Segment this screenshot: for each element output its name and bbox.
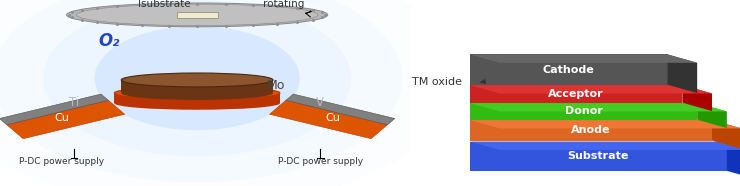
Polygon shape [0,94,108,125]
Text: rotating: rotating [263,0,304,9]
Ellipse shape [0,0,403,182]
Text: lsubstrate: lsubstrate [138,0,191,9]
Text: Cathode: Cathode [543,65,595,75]
Polygon shape [7,100,125,139]
Ellipse shape [76,4,318,26]
Ellipse shape [115,97,280,110]
Polygon shape [286,94,395,125]
Polygon shape [470,120,740,128]
Polygon shape [269,100,388,139]
Text: Substrate: Substrate [568,151,629,161]
Polygon shape [121,80,273,93]
Polygon shape [470,54,667,85]
Ellipse shape [43,0,352,156]
Text: Anode: Anode [571,125,610,135]
Polygon shape [727,142,740,179]
Text: Cu: Cu [54,113,69,123]
Polygon shape [470,142,740,150]
Ellipse shape [95,26,300,130]
Polygon shape [470,142,727,171]
Ellipse shape [0,0,454,186]
Polygon shape [712,120,740,149]
Text: P-DC power supply: P-DC power supply [278,158,363,166]
Polygon shape [470,120,712,141]
FancyBboxPatch shape [177,12,218,18]
Polygon shape [115,93,280,103]
Polygon shape [470,85,682,103]
Ellipse shape [115,86,280,100]
Text: Ti: Ti [69,96,79,109]
Polygon shape [667,54,697,93]
Text: TM oxide: TM oxide [412,77,462,87]
Ellipse shape [121,86,273,100]
Text: O₂: O₂ [98,33,120,51]
Polygon shape [470,103,697,120]
Polygon shape [470,85,712,94]
Text: Cu: Cu [325,113,340,123]
Text: Mo: Mo [267,79,286,92]
Text: P-DC power supply: P-DC power supply [19,158,104,166]
Ellipse shape [121,73,273,87]
Polygon shape [470,103,727,111]
Ellipse shape [67,3,328,27]
Text: V: V [316,96,324,109]
Text: Donor: Donor [565,106,602,116]
Polygon shape [697,103,727,128]
Text: Acceptor: Acceptor [548,89,604,99]
Polygon shape [682,85,712,111]
Polygon shape [470,54,697,63]
